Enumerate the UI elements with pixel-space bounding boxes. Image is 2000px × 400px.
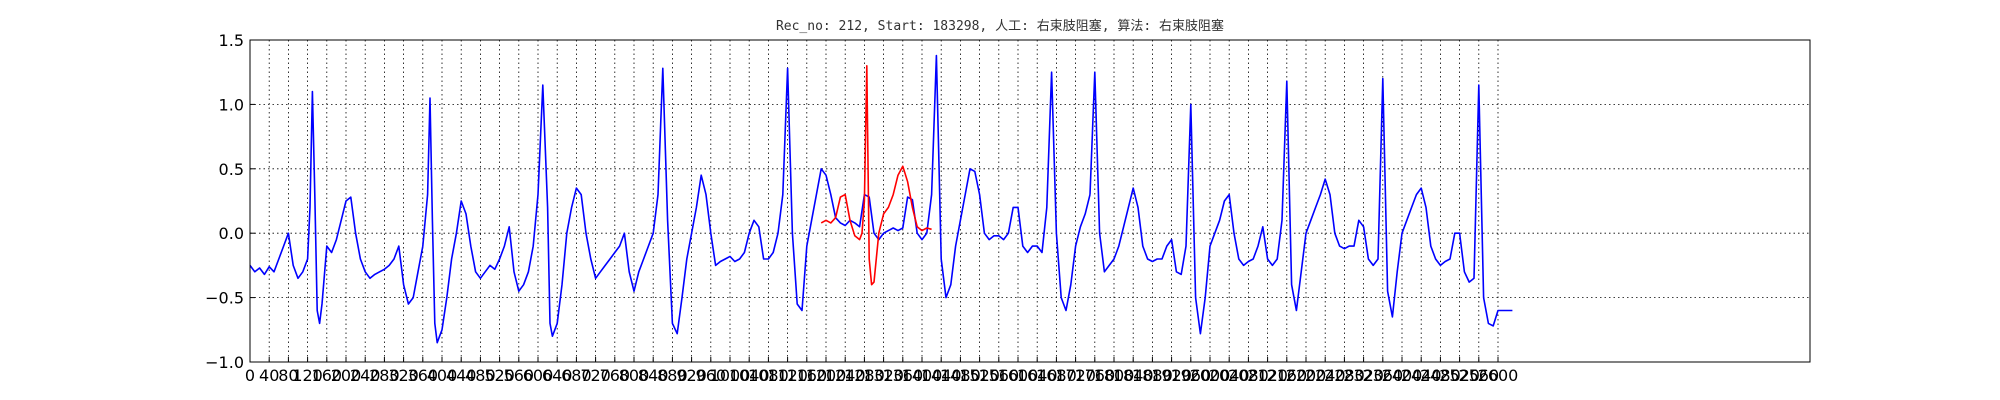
- x-axis: 0 408012016020024028032036040044048052056…: [245, 357, 1518, 385]
- x-tick-label: 920: [676, 366, 707, 385]
- x-tick-label: 240: [350, 366, 381, 385]
- y-tick-label: 0.5: [219, 160, 244, 179]
- series-line-2: [820, 65, 932, 286]
- x-tick-label: 1040: [729, 366, 770, 385]
- x-tick-label: 120: [292, 366, 323, 385]
- chart-title: Rec_no: 212, Start: 183298, 人工: 右束肢阻塞, 算…: [776, 18, 1224, 34]
- x-tick-label: 880: [657, 366, 688, 385]
- x-tick-label: 2600: [1478, 366, 1519, 385]
- x-tick-label: 200: [331, 366, 362, 385]
- x-tick-label: 1280: [844, 366, 885, 385]
- x-tick-label: 2200: [1286, 366, 1327, 385]
- x-tick-label: 520: [484, 366, 515, 385]
- y-tick-label: 1.5: [219, 31, 244, 50]
- x-tick-label: 2280: [1324, 366, 1365, 385]
- x-tick-label: 640: [542, 366, 573, 385]
- x-tick-label: 840: [638, 366, 669, 385]
- x-tick-label: 160: [312, 366, 343, 385]
- x-tick-label: 720: [580, 366, 611, 385]
- x-tick-label: 2080: [1228, 366, 1269, 385]
- x-tick-label: 1160: [786, 366, 827, 385]
- y-tick-label: 1.0: [219, 95, 244, 114]
- x-tick-label: 2480: [1420, 366, 1461, 385]
- x-tick-label: 1800: [1094, 366, 1135, 385]
- y-tick-label: −1.0: [205, 353, 244, 372]
- x-tick-label: 280: [369, 366, 400, 385]
- x-tick-label: 1920: [1151, 366, 1192, 385]
- x-tick-label: 400: [427, 366, 458, 385]
- x-tick-label: 1880: [1132, 366, 1173, 385]
- x-tick-label: 1760: [1074, 366, 1115, 385]
- x-tick-label: 1000: [710, 366, 751, 385]
- x-tick-label: 1440: [921, 366, 962, 385]
- x-tick-label: 40: [259, 366, 279, 385]
- x-tick-label: 560: [504, 366, 535, 385]
- x-tick-label: 1480: [940, 366, 981, 385]
- x-tick-label: 600: [523, 366, 554, 385]
- x-tick-label: 440: [446, 366, 477, 385]
- x-tick-label: 1320: [863, 366, 904, 385]
- x-tick-label: 2520: [1439, 366, 1480, 385]
- x-tick-label: 2560: [1458, 366, 1499, 385]
- x-tick-label: 1360: [882, 366, 923, 385]
- x-tick-label: 2120: [1247, 366, 1288, 385]
- x-tick-label: 1720: [1055, 366, 1096, 385]
- y-axis: −1.0 −0.5 0.0 0.5 1.0 1.5: [205, 31, 255, 372]
- x-tick-label: 80: [278, 366, 298, 385]
- x-tick-label: 1520: [959, 366, 1000, 385]
- x-tick-label: 2400: [1382, 366, 1423, 385]
- x-tick-label: 2360: [1362, 366, 1403, 385]
- x-tick-label: 1400: [902, 366, 943, 385]
- x-tick-label: 2240: [1305, 366, 1346, 385]
- series-line-3: [1089, 71, 1513, 335]
- x-tick-label: 360: [408, 366, 439, 385]
- y-tick-label: 0.0: [219, 224, 244, 243]
- chart-grid: [249, 40, 1810, 362]
- x-tick-label: 480: [465, 366, 496, 385]
- chart-series: [249, 54, 1513, 344]
- x-tick-label: 1840: [1113, 366, 1154, 385]
- x-tick-label: 2440: [1401, 366, 1442, 385]
- x-tick-label: 800: [619, 366, 650, 385]
- x-tick-label: 1200: [806, 366, 847, 385]
- x-tick-label: 2160: [1266, 366, 1307, 385]
- x-tick-label: 2320: [1343, 366, 1384, 385]
- x-tick-label: 1600: [998, 366, 1039, 385]
- x-tick-label: 960: [696, 366, 727, 385]
- x-tick-label: 320: [388, 366, 419, 385]
- x-tick-label: 760: [600, 366, 631, 385]
- x-tick-label: 1960: [1170, 366, 1211, 385]
- x-tick-label: 1560: [978, 366, 1019, 385]
- x-tick-label: 680: [561, 366, 592, 385]
- y-tick-label: −0.5: [205, 289, 244, 308]
- plot-frame: [249, 39, 1811, 363]
- x-tick-label: 2040: [1209, 366, 1250, 385]
- x-tick-label: 1680: [1036, 366, 1077, 385]
- x-tick-label: 1240: [825, 366, 866, 385]
- x-tick-label: 1080: [748, 366, 789, 385]
- series-line-1: [249, 54, 1091, 344]
- x-tick-label: 2000: [1190, 366, 1231, 385]
- x-tick-label: 1640: [1017, 366, 1058, 385]
- x-tick-label: 0: [245, 366, 255, 385]
- x-tick-label: 1120: [767, 366, 808, 385]
